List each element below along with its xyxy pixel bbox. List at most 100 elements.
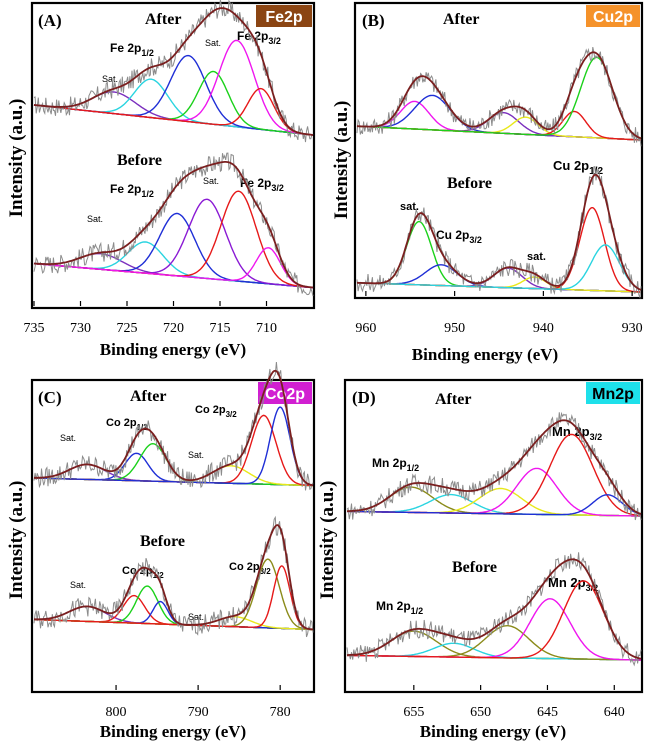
panel-b-xtick-label-3: 930 bbox=[622, 321, 643, 336]
panel-b-block0-envelope bbox=[357, 51, 642, 140]
panel-c-ylabel: Intensity (a.u.) bbox=[6, 481, 27, 600]
panel-b-frame bbox=[353, 1, 644, 300]
panel-b-block1-peak-0 bbox=[357, 220, 641, 293]
panel-c-annot-co2p32-after-main: Co 2p bbox=[195, 404, 226, 416]
panel-b-xtick-label-1: 950 bbox=[444, 321, 465, 336]
panel-a-block0-raw-data bbox=[33, 0, 314, 143]
panel-a-plot bbox=[33, 0, 314, 297]
panel-b-label: (B) bbox=[362, 11, 385, 30]
panel-b-badge bbox=[586, 5, 640, 27]
panel-d-xtick-label-3: 640 bbox=[604, 705, 625, 720]
panel-a-xtick-label-0: 735 bbox=[24, 321, 45, 336]
panel-b-ylabel: Intensity (a.u.) bbox=[331, 101, 352, 220]
panel-c-annot-co2p32-before: Co 2p3/2 bbox=[229, 561, 271, 576]
panel-c-annot-co2p32-after: Co 2p3/2 bbox=[195, 404, 237, 419]
panel-d-annot-mn2p12-before: Mn 2p1/2 bbox=[376, 599, 423, 616]
panel-b-ticks: 960 950 940 930 bbox=[355, 291, 643, 336]
panel-a-block0-peak-5 bbox=[33, 87, 314, 136]
panel-c-annot-sat-3: Sat. bbox=[70, 580, 86, 590]
panel-d-badge bbox=[586, 382, 640, 404]
panel-b-xtick-label-2: 940 bbox=[533, 321, 554, 336]
panel-b-annot-sat-1: sat. bbox=[400, 201, 419, 213]
panel-c-ticks: 800 790 780 bbox=[106, 685, 291, 720]
panel-a-after-label: After bbox=[145, 11, 181, 28]
panel-c-annot-sat-2: Sat. bbox=[188, 450, 204, 460]
panel-a-block1-peak-5 bbox=[33, 247, 314, 289]
panel-a-ylabel: Intensity (a.u.) bbox=[6, 99, 27, 218]
panel-a-annot-fe2p12-before-main: Fe 2p bbox=[110, 182, 141, 196]
panel-d-ylabel: Intensity (a.u.) bbox=[317, 481, 338, 600]
panel-a-xtick-label-5: 710 bbox=[256, 321, 277, 336]
panel-a-annot-fe2p32-after-sub: 3/2 bbox=[268, 36, 281, 46]
panel-b: (B) Cu2p After Before sat. Cu 2p3/2 sat.… bbox=[331, 1, 644, 364]
panel-d-label: (D) bbox=[352, 388, 376, 407]
panel-a-annot-fe2p12-after-main: Fe 2p bbox=[110, 41, 141, 55]
panel-c-block1-envelope bbox=[34, 524, 314, 631]
panel-a-block1-raw-data bbox=[33, 152, 314, 297]
panel-c-badge-text: Co2p bbox=[265, 386, 305, 403]
panel-b-block0-raw-data bbox=[356, 46, 642, 147]
panel-c-xtick-label-1: 790 bbox=[188, 705, 209, 720]
panel-d-annot-mn2p12-before-sub: 1/2 bbox=[411, 606, 424, 616]
panel-c-badge bbox=[258, 382, 312, 404]
panel-c-frame bbox=[30, 378, 316, 694]
panel-c-before-label: Before bbox=[140, 533, 185, 550]
panel-a: (A) Fe2p After Before Fe 2p1/2 Sat. Fe 2… bbox=[6, 0, 316, 359]
panel-b-xlabel: Binding energy (eV) bbox=[412, 345, 558, 364]
panel-a-block0-peak-0 bbox=[33, 91, 314, 136]
panel-d-block1-envelope bbox=[346, 558, 642, 660]
panel-d-annot-mn2p12-before-main: Mn 2p bbox=[376, 599, 411, 613]
panel-b-plot bbox=[356, 46, 642, 300]
panel-a-xlabel: Binding energy (eV) bbox=[100, 340, 246, 359]
panel-a-xtick-label-2: 725 bbox=[117, 321, 138, 336]
panel-c-annot-co2p32-before-sub: 3/2 bbox=[260, 567, 272, 576]
panel-d: (D) Mn2p After Before Mn 2p1/2 Mn 2p3/2 … bbox=[317, 378, 644, 741]
panel-b-block1-peak-5 bbox=[357, 244, 642, 291]
panel-c-annot-co2p12-after-main: Co 2p bbox=[106, 417, 137, 429]
panel-d-badge-text: Mn2p bbox=[592, 386, 634, 403]
panel-b-annot-cu2p12-main: Cu 2p bbox=[553, 158, 589, 173]
panel-c-block0-peak-5 bbox=[34, 406, 314, 486]
panel-c-block1-raw-data bbox=[33, 515, 314, 638]
panel-c-block1-peak-6 bbox=[34, 565, 314, 631]
panel-a-before-label: Before bbox=[117, 152, 162, 169]
panel-d-annot-mn2p12-after: Mn 2p1/2 bbox=[372, 456, 419, 473]
panel-c-block0-peak-4 bbox=[34, 414, 314, 487]
panel-c-block0-envelope bbox=[34, 369, 314, 487]
panel-b-block0-peak-5 bbox=[356, 56, 642, 139]
panel-a-annot-fe2p12-before: Fe 2p1/2 bbox=[110, 182, 154, 199]
panel-b-badge-text: Cu2p bbox=[593, 9, 633, 26]
panel-d-block0-envelope bbox=[347, 419, 642, 515]
panel-b-block1-envelope bbox=[357, 173, 642, 291]
panel-c: (C) Co2p After Before Sat. Co 2p1/2 Co 2… bbox=[6, 362, 316, 741]
panel-d-before-label: Before bbox=[452, 559, 497, 576]
panel-c-annot-co2p32-after-sub: 3/2 bbox=[226, 410, 238, 419]
panel-c-xlabel: Binding energy (eV) bbox=[100, 722, 246, 741]
panel-d-xlabel: Binding energy (eV) bbox=[420, 722, 566, 741]
panel-b-annot-cu2p32-main: Cu 2p bbox=[436, 228, 469, 242]
panel-c-xtick-label-2: 780 bbox=[270, 705, 291, 720]
panel-c-annot-sat-4: Sat. bbox=[188, 612, 204, 622]
panel-d-annot-mn2p12-after-sub: 1/2 bbox=[407, 463, 420, 473]
panel-c-block0-raw-data bbox=[33, 362, 314, 491]
panel-a-xtick-label-4: 715 bbox=[210, 321, 231, 336]
panel-a-xtick-label-3: 720 bbox=[163, 321, 184, 336]
panel-c-after-label: After bbox=[130, 388, 166, 405]
panel-d-block0-peak-5 bbox=[347, 494, 642, 516]
panel-c-xtick-label-0: 800 bbox=[106, 705, 127, 720]
panel-c-label: (C) bbox=[38, 388, 62, 407]
panel-a-block1-envelope bbox=[33, 161, 314, 289]
panel-a-ticks: 735 730 725 720 715 710 bbox=[24, 301, 277, 336]
panel-b-annot-sat-2: sat. bbox=[527, 251, 546, 263]
panel-a-badge bbox=[256, 5, 312, 27]
panel-c-annot-co2p12-after-sub: 1/2 bbox=[137, 423, 149, 432]
panel-a-block0-envelope bbox=[33, 7, 314, 136]
panel-d-xtick-label-1: 650 bbox=[470, 705, 491, 720]
panel-d-annot-mn2p32-after-sub: 3/2 bbox=[590, 432, 603, 442]
panel-c-annot-sat-1: Sat. bbox=[60, 433, 76, 443]
panel-a-block1-peak-2 bbox=[33, 212, 314, 289]
panel-a-label: (A) bbox=[38, 11, 62, 30]
panel-b-block1-raw-data bbox=[356, 165, 642, 300]
panel-a-annot-fe2p12-before-sub: 1/2 bbox=[141, 189, 154, 199]
